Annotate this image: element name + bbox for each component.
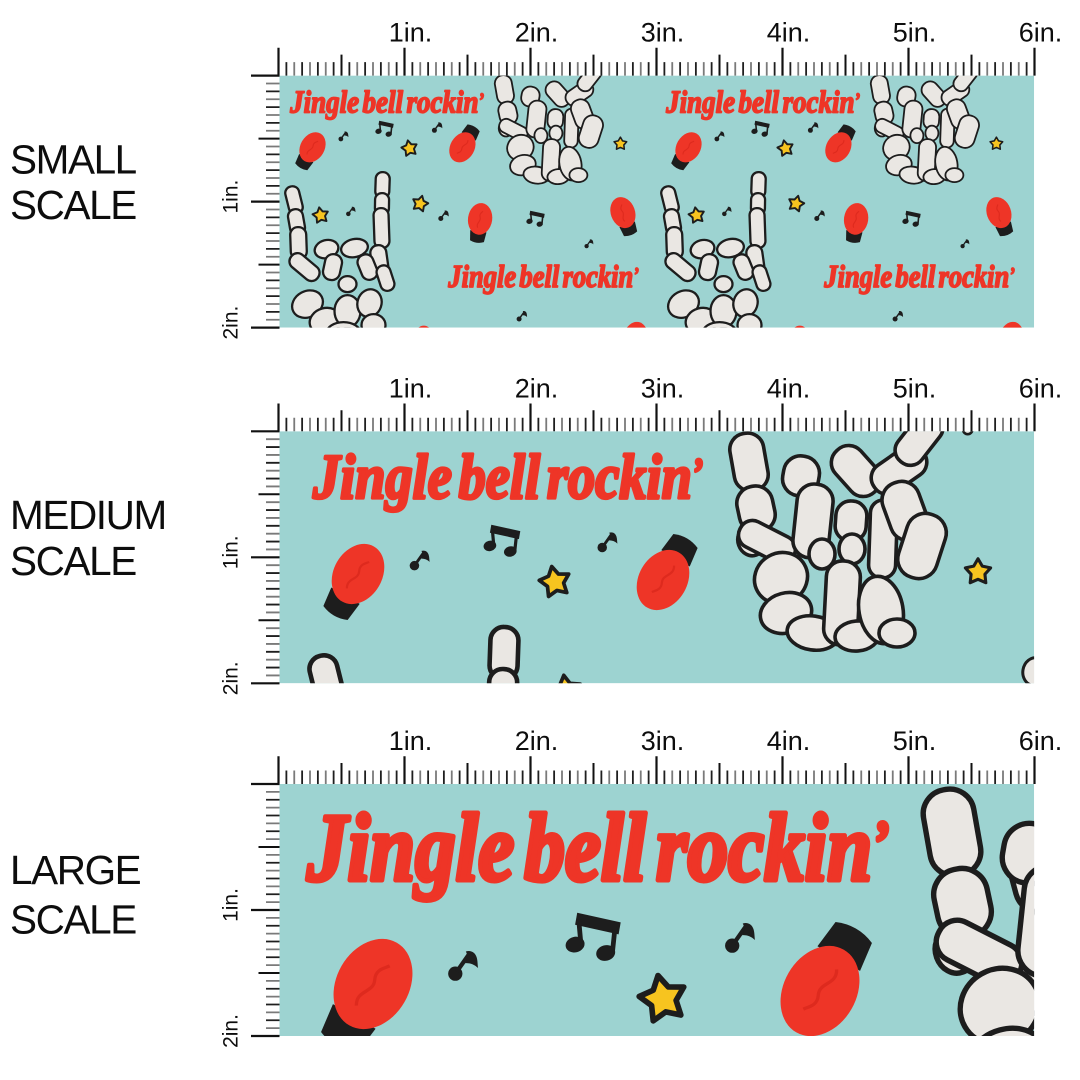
svg-text:4in.: 4in. [767,373,811,403]
svg-text:1in.: 1in. [389,373,433,403]
svg-text:2in.: 2in. [220,1014,243,1048]
svg-text:2in.: 2in. [515,726,559,756]
svg-text:1in.: 1in. [220,535,243,569]
svg-text:3in.: 3in. [641,373,685,403]
svg-text:5in.: 5in. [893,726,937,756]
svg-text:MEDIUM: MEDIUM [10,492,166,538]
svg-text:1in.: 1in. [220,180,243,214]
svg-text:4in.: 4in. [767,726,811,756]
svg-text:4in.: 4in. [767,18,811,48]
svg-text:2in.: 2in. [220,306,243,340]
svg-text:SCALE: SCALE [10,182,136,228]
svg-text:Jingle bell rockin’: Jingle bell rockin’ [665,84,860,120]
svg-text:5in.: 5in. [893,373,937,403]
svg-text:Jingle bell rockin’: Jingle bell rockin’ [447,258,638,294]
svg-text:5in.: 5in. [893,18,937,48]
svg-text:SMALL: SMALL [10,136,137,182]
svg-text:Jingle bell rockin’: Jingle bell rockin’ [312,441,703,512]
svg-text:LARGE: LARGE [10,847,141,893]
svg-text:3in.: 3in. [641,726,685,756]
svg-text:Jingle bell rockin’: Jingle bell rockin’ [306,794,889,901]
svg-text:6in.: 6in. [1019,373,1063,403]
svg-text:1in.: 1in. [389,18,433,48]
svg-text:Jingle bell rockin’: Jingle bell rockin’ [289,84,484,120]
svg-text:2in.: 2in. [515,18,559,48]
svg-text:3in.: 3in. [641,18,685,48]
svg-text:6in.: 6in. [1019,726,1063,756]
svg-text:6in.: 6in. [1019,18,1063,48]
svg-text:Jingle bell rockin’: Jingle bell rockin’ [823,258,1014,294]
svg-text:2in.: 2in. [515,373,559,403]
svg-text:1in.: 1in. [220,888,243,922]
svg-text:2in.: 2in. [220,661,243,695]
svg-text:1in.: 1in. [389,726,433,756]
svg-text:SCALE: SCALE [10,538,136,584]
svg-text:SCALE: SCALE [10,896,136,942]
